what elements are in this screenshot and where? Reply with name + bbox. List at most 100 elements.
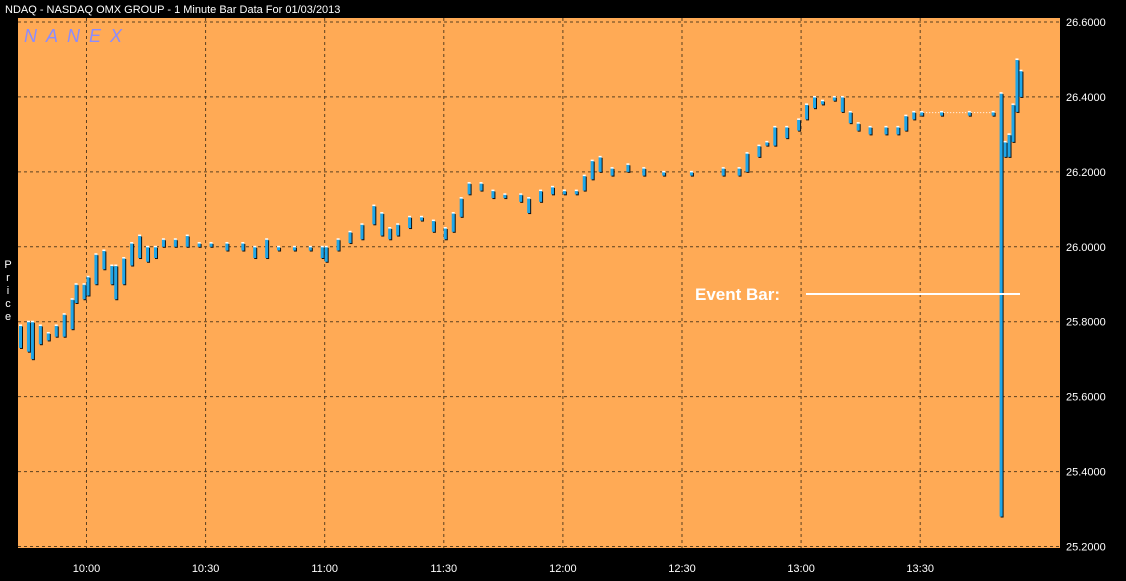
price-bar bbox=[785, 125, 790, 140]
price-bar-tick bbox=[225, 242, 229, 244]
price-bar-tick bbox=[626, 163, 630, 165]
price-bar-tick bbox=[94, 253, 98, 255]
x-tick-label: 11:00 bbox=[311, 563, 338, 575]
price-bar-tick bbox=[765, 140, 769, 143]
price-bar bbox=[491, 189, 496, 200]
price-bar-tick bbox=[562, 189, 566, 192]
price-bar-tick bbox=[757, 144, 761, 147]
price-bar-body bbox=[598, 156, 602, 172]
price-bar bbox=[745, 152, 750, 173]
price-bar-tick bbox=[642, 167, 646, 169]
y-axis-label-char: e bbox=[5, 311, 11, 323]
price-bar-body bbox=[1003, 141, 1007, 157]
price-bar-tick bbox=[773, 125, 777, 128]
price-bar bbox=[1011, 103, 1016, 143]
price-bar bbox=[110, 264, 115, 286]
price-bar-body bbox=[26, 321, 30, 352]
price-bar bbox=[757, 144, 762, 158]
price-bar bbox=[598, 155, 603, 173]
price-bar-body bbox=[110, 265, 114, 285]
price-bar-tick bbox=[277, 245, 281, 248]
price-bar-tick bbox=[431, 219, 435, 222]
x-tick-label: 13:30 bbox=[906, 563, 934, 575]
price-bar bbox=[408, 215, 413, 230]
price-bar-body bbox=[388, 228, 392, 240]
price-bar bbox=[590, 159, 595, 181]
price-bar-tick bbox=[832, 95, 836, 98]
price-bar bbox=[277, 245, 282, 252]
y-tick-label: 25.8000 bbox=[1066, 317, 1106, 329]
price-bar-body bbox=[30, 321, 34, 360]
price-bar-body bbox=[912, 111, 916, 120]
price-bar bbox=[161, 238, 166, 248]
price-bar-tick bbox=[265, 238, 269, 240]
price-bar-tick bbox=[62, 313, 66, 315]
price-bar bbox=[82, 283, 87, 301]
price-bar-tick bbox=[161, 238, 165, 240]
price-bar-body bbox=[689, 171, 693, 176]
price-bar bbox=[54, 324, 59, 338]
price-bar-tick bbox=[30, 320, 34, 323]
price-bar-body bbox=[503, 194, 507, 199]
price-bar-tick bbox=[54, 324, 58, 326]
price-bar-tick bbox=[1007, 133, 1011, 135]
price-bar-body bbox=[336, 239, 340, 251]
price-bar-tick bbox=[114, 264, 118, 267]
price-bar-tick bbox=[868, 125, 872, 128]
price-bar-tick bbox=[848, 110, 852, 113]
y-tick-label: 25.4000 bbox=[1066, 467, 1106, 479]
price-bar-tick bbox=[380, 212, 384, 214]
price-bar-body bbox=[745, 153, 749, 172]
price-bar-body bbox=[626, 164, 630, 172]
price-bar-body bbox=[94, 254, 98, 285]
price-bar-body bbox=[868, 126, 872, 135]
price-bar bbox=[820, 99, 825, 106]
price-bar-body bbox=[74, 284, 78, 303]
price-bar-body bbox=[773, 126, 777, 146]
price-bar-tick bbox=[610, 167, 614, 169]
price-bar-body bbox=[419, 216, 423, 221]
price-bar-body bbox=[896, 126, 900, 135]
price-bar-tick bbox=[840, 95, 844, 98]
price-bar-tick bbox=[451, 212, 455, 214]
price-bar-body bbox=[479, 183, 483, 191]
price-bar-body bbox=[940, 111, 944, 116]
price-bar-tick bbox=[797, 118, 801, 120]
price-bar-body bbox=[757, 145, 761, 157]
price-bar-tick bbox=[745, 152, 749, 154]
price-bar-body bbox=[1007, 134, 1011, 157]
price-bar-tick bbox=[185, 234, 189, 237]
price-bar bbox=[721, 167, 726, 177]
price-bar-body bbox=[610, 168, 614, 176]
price-bar bbox=[610, 167, 615, 177]
price-bar-tick bbox=[70, 298, 74, 300]
price-bar-body bbox=[840, 96, 844, 112]
price-bar bbox=[737, 167, 742, 177]
price-bar bbox=[868, 125, 873, 136]
price-bar-tick bbox=[1015, 58, 1019, 60]
price-bar bbox=[62, 313, 67, 338]
price-bar-body bbox=[805, 104, 809, 120]
price-bar-tick bbox=[1003, 140, 1007, 143]
price-bar-body bbox=[562, 190, 566, 195]
price-bar-tick bbox=[590, 159, 594, 162]
price-bar-body bbox=[848, 111, 852, 124]
price-bar-tick bbox=[336, 238, 340, 240]
price-bar bbox=[130, 242, 135, 267]
price-bar-body bbox=[82, 284, 86, 300]
price-bar-tick bbox=[292, 245, 296, 248]
price-bar bbox=[582, 174, 587, 192]
price-bar-body bbox=[582, 175, 586, 191]
price-bar-body bbox=[225, 243, 229, 251]
price-bar-tick bbox=[689, 170, 693, 173]
price-bar-tick bbox=[550, 185, 554, 188]
price-bar-body bbox=[904, 115, 908, 131]
y-tick-label: 25.6000 bbox=[1066, 392, 1106, 404]
price-bar-body bbox=[920, 111, 924, 116]
price-bar-tick bbox=[896, 125, 900, 128]
price-bar-body bbox=[46, 332, 50, 341]
price-bar-body bbox=[574, 190, 578, 195]
price-bar bbox=[519, 193, 524, 203]
price-bar-body bbox=[70, 299, 74, 330]
price-bar bbox=[225, 242, 230, 252]
